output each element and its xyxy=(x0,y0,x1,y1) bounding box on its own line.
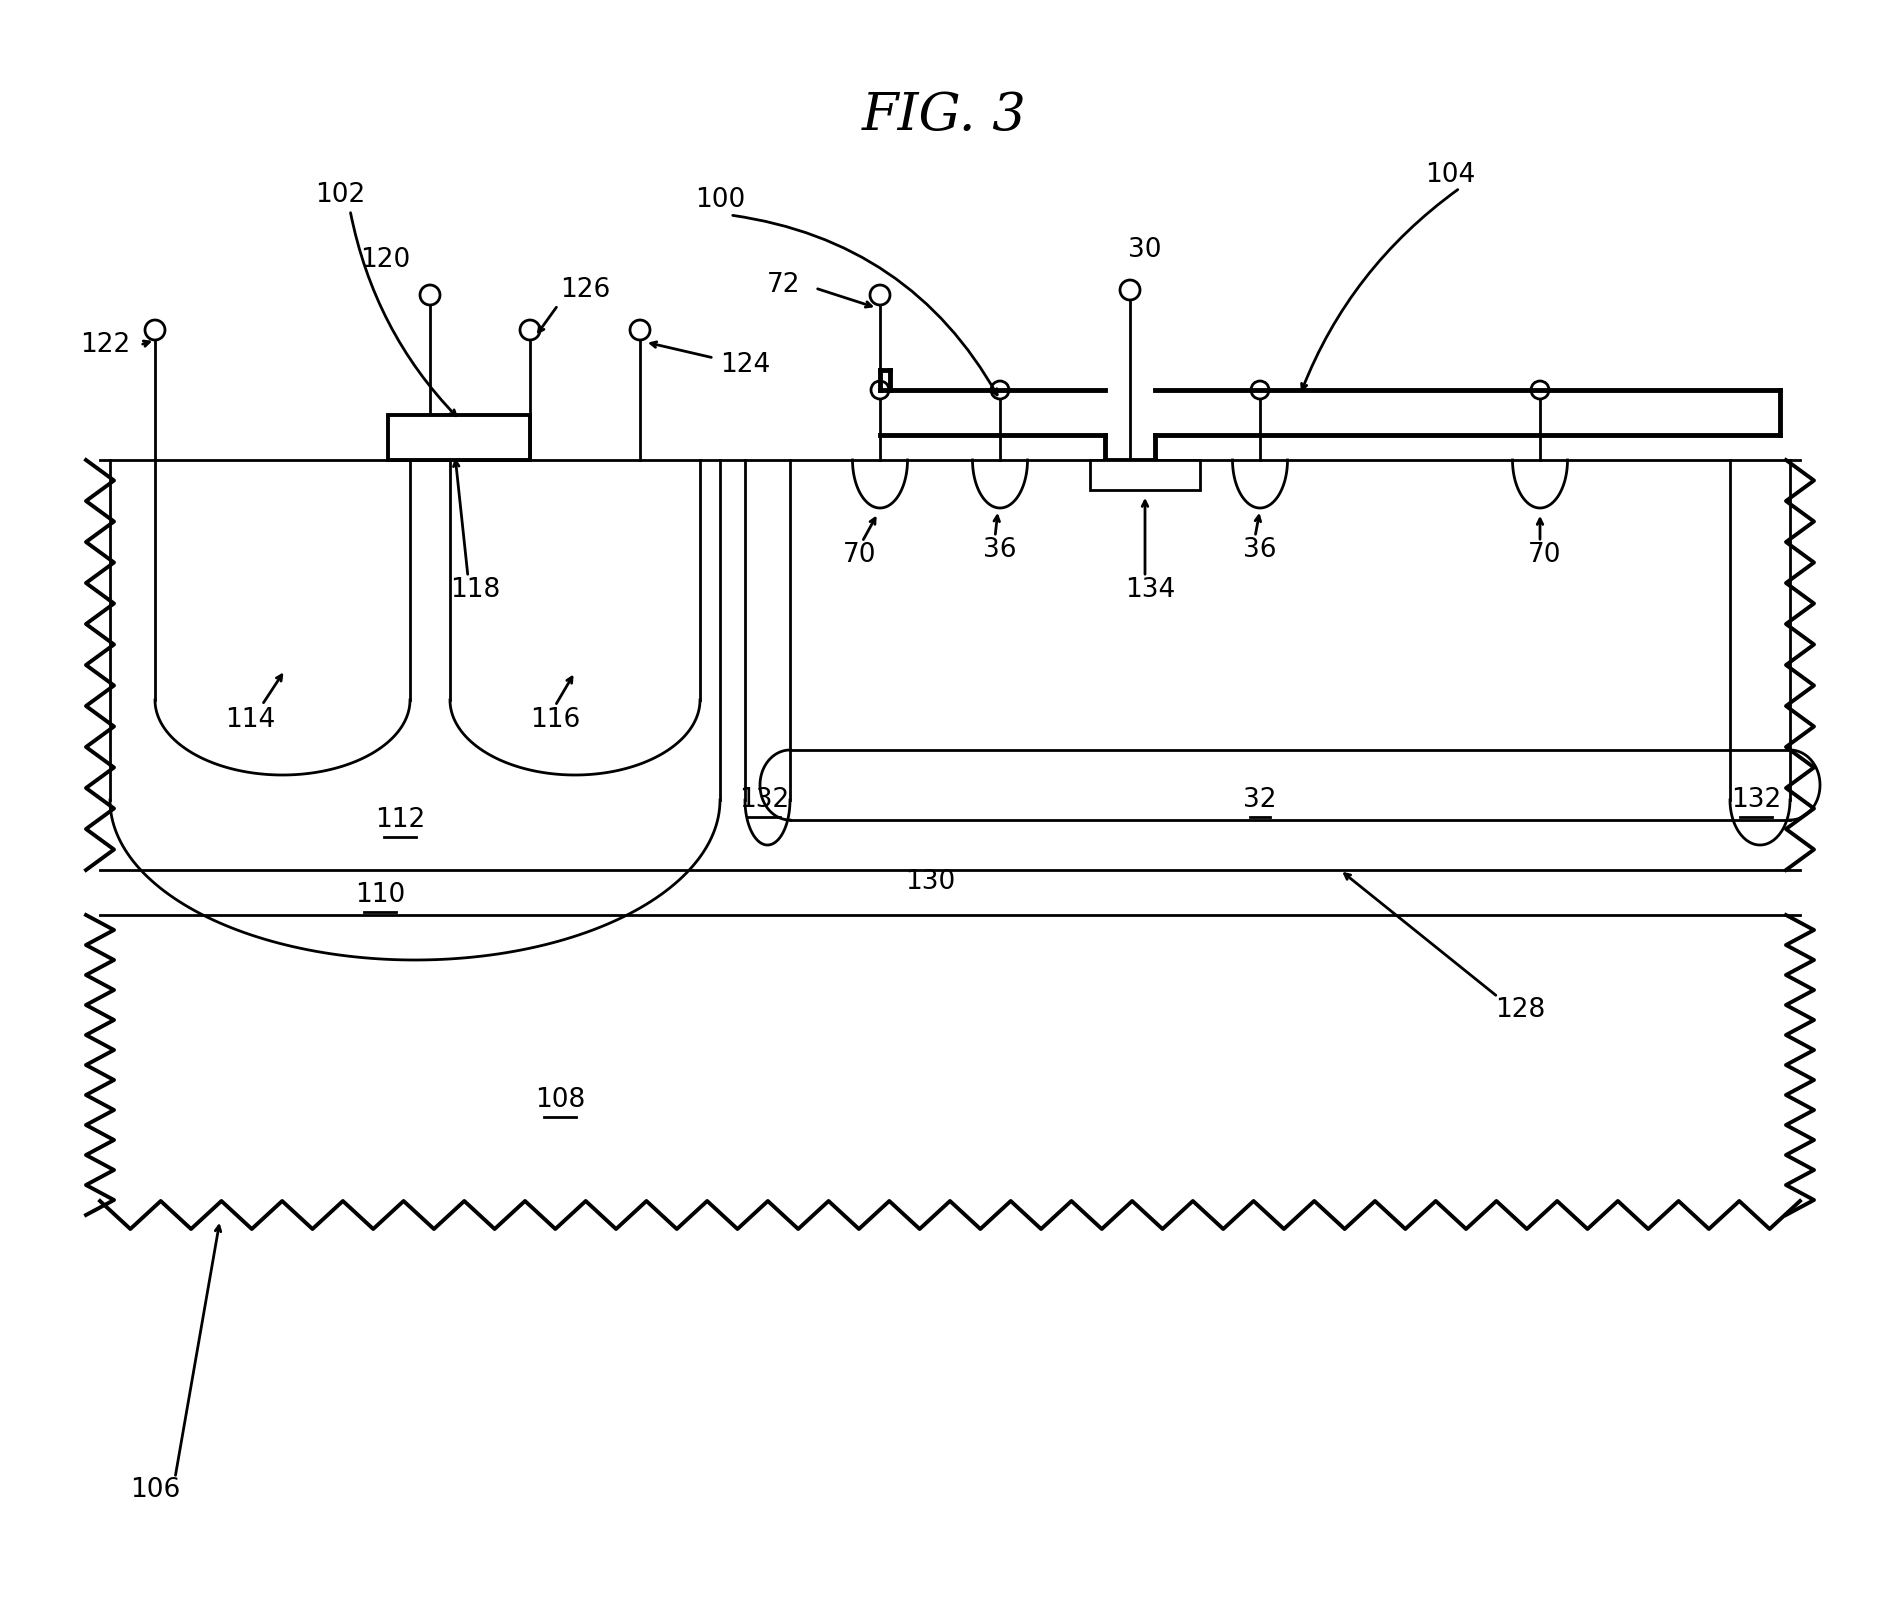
Text: 116: 116 xyxy=(531,706,580,733)
Text: 108: 108 xyxy=(534,1087,585,1112)
Text: 112: 112 xyxy=(376,807,425,833)
Text: 114: 114 xyxy=(225,706,276,733)
Text: 130: 130 xyxy=(904,869,955,895)
Text: 122: 122 xyxy=(79,332,130,358)
Text: 70: 70 xyxy=(844,542,876,567)
Text: 132: 132 xyxy=(1731,786,1780,813)
Text: 126: 126 xyxy=(561,276,610,304)
Text: 110: 110 xyxy=(355,882,406,908)
Text: 32: 32 xyxy=(1244,786,1276,813)
Text: 100: 100 xyxy=(695,187,746,213)
Text: 72: 72 xyxy=(767,272,801,297)
Text: FIG. 3: FIG. 3 xyxy=(861,89,1027,141)
Text: 36: 36 xyxy=(1244,537,1276,562)
Text: 36: 36 xyxy=(984,537,1018,562)
Text: 70: 70 xyxy=(1527,542,1561,567)
Text: 124: 124 xyxy=(719,352,770,379)
Text: 134: 134 xyxy=(1125,577,1174,602)
Text: 30: 30 xyxy=(1129,237,1161,264)
Text: 104: 104 xyxy=(1425,161,1475,189)
Text: 132: 132 xyxy=(738,786,789,813)
Text: 102: 102 xyxy=(315,182,364,208)
Bar xyxy=(389,415,531,460)
Text: 118: 118 xyxy=(449,577,500,602)
Text: 120: 120 xyxy=(361,248,410,273)
Bar xyxy=(1089,460,1201,491)
Text: 128: 128 xyxy=(1495,997,1544,1023)
Text: 106: 106 xyxy=(130,1477,179,1504)
